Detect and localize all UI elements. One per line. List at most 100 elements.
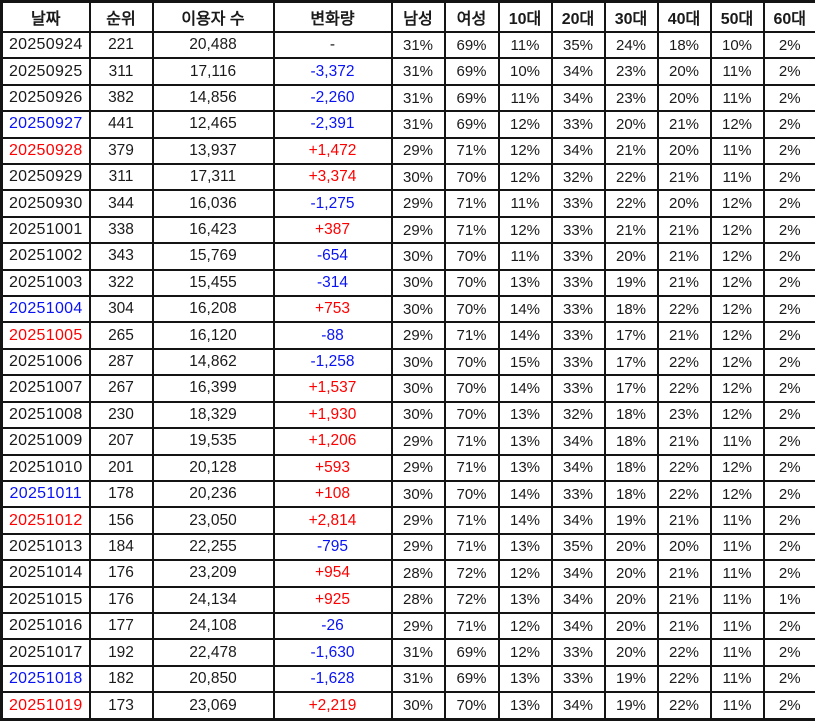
cell-age30: 20% [603, 110, 659, 139]
cell-female: 69% [443, 30, 500, 60]
cell-age40: 21% [656, 506, 712, 535]
cell-age10: 14% [497, 321, 553, 350]
cell-female: 72% [443, 559, 500, 588]
cell-male: 29% [390, 189, 446, 218]
cell-change: +954 [272, 559, 393, 588]
cell-age60: 2% [762, 321, 815, 350]
cell-users: 16,399 [151, 374, 275, 403]
cell-date: 20251008 [0, 400, 91, 430]
cell-age20: 33% [550, 295, 606, 324]
cell-age10: 13% [497, 691, 553, 721]
cell-change: +753 [272, 295, 393, 324]
cell-age60: 2% [762, 611, 815, 641]
cell-users: 18,329 [151, 400, 275, 430]
cell-age20: 34% [550, 57, 606, 86]
table-row: 20250926 382 14,856 -2,260 31% 69% 11% 34% 23% 20… [0, 83, 815, 113]
cell-male: 30% [390, 295, 446, 324]
cell-users: 20,236 [151, 479, 275, 509]
cell-rank: 178 [88, 479, 154, 509]
cell-male: 30% [390, 479, 446, 509]
cell-users: 14,862 [151, 347, 275, 377]
cell-age30: 20% [603, 242, 659, 271]
cell-age30: 17% [603, 321, 659, 350]
cell-age20: 34% [550, 453, 606, 482]
cell-age60: 2% [762, 638, 815, 667]
cell-age30: 18% [603, 400, 659, 430]
cell-age20: 34% [550, 83, 606, 113]
cell-change: -1,628 [272, 664, 393, 694]
cell-age50: 12% [709, 110, 765, 139]
cell-date: 20251017 [0, 638, 91, 667]
cell-date: 20251010 [0, 453, 91, 482]
cell-users: 15,455 [151, 268, 275, 298]
cell-age40: 22% [656, 691, 712, 721]
cell-date: 20250925 [0, 57, 91, 86]
table-row: 20251011 178 20,236 +108 30% 70% 14% 33% 18% 22% 1… [0, 479, 815, 509]
column-header-age30: 30대 [603, 0, 659, 33]
cell-male: 30% [390, 268, 446, 298]
cell-age30: 22% [603, 189, 659, 218]
cell-age10: 13% [497, 427, 553, 456]
cell-age10: 12% [497, 110, 553, 139]
cell-age40: 22% [656, 347, 712, 377]
cell-male: 30% [390, 374, 446, 403]
cell-age50: 12% [709, 453, 765, 482]
cell-age30: 18% [603, 295, 659, 324]
cell-female: 69% [443, 83, 500, 113]
cell-change: +1,930 [272, 400, 393, 430]
cell-change: +3,374 [272, 163, 393, 192]
cell-users: 16,036 [151, 189, 275, 218]
cell-rank: 176 [88, 585, 154, 614]
cell-rank: 304 [88, 295, 154, 324]
cell-age20: 34% [550, 691, 606, 721]
table-row: 20251001 338 16,423 +387 29% 71% 12% 33% 21% 21% 1… [0, 215, 815, 245]
cell-age40: 21% [656, 559, 712, 588]
table-header: 날짜 순위 이용자 수 변화량 남성 여성 10대 20대 30대 40대 50… [0, 0, 815, 33]
cell-age30: 21% [603, 215, 659, 245]
cell-users: 20,128 [151, 453, 275, 482]
cell-users: 19,535 [151, 427, 275, 456]
cell-users: 12,465 [151, 110, 275, 139]
cell-age50: 11% [709, 664, 765, 694]
cell-age10: 12% [497, 136, 553, 166]
cell-age60: 2% [762, 57, 815, 86]
table-row: 20251010 201 20,128 +593 29% 71% 13% 34% 18% 22% 1… [0, 453, 815, 482]
cell-age40: 18% [656, 30, 712, 60]
table-row: 20251019 173 23,069 +2,219 30% 70% 13% 34% 19% 22… [0, 691, 815, 721]
cell-male: 31% [390, 30, 446, 60]
cell-date: 20251012 [0, 506, 91, 535]
cell-rank: 184 [88, 532, 154, 562]
cell-age60: 2% [762, 664, 815, 694]
cell-change: -2,391 [272, 110, 393, 139]
table-row: 20251006 287 14,862 -1,258 30% 70% 15% 33% 17% 22… [0, 347, 815, 377]
table-body: 20250924 221 20,488-31% 69% 11% 35% 24% 18% 10% 2… [0, 30, 815, 721]
cell-age20: 33% [550, 189, 606, 218]
cell-age40: 22% [656, 664, 712, 694]
cell-rank: 201 [88, 453, 154, 482]
cell-age30: 19% [603, 664, 659, 694]
cell-date: 20251016 [0, 611, 91, 641]
cell-male: 30% [390, 163, 446, 192]
cell-change: +1,537 [272, 374, 393, 403]
cell-rank: 343 [88, 242, 154, 271]
cell-age20: 33% [550, 242, 606, 271]
cell-date: 20250926 [0, 83, 91, 113]
cell-age60: 2% [762, 374, 815, 403]
cell-age20: 34% [550, 611, 606, 641]
cell-age20: 33% [550, 638, 606, 667]
table-row: 20250927 441 12,465 -2,391 31% 69% 12% 33% 20% 21… [0, 110, 815, 139]
cell-rank: 207 [88, 427, 154, 456]
cell-age40: 21% [656, 611, 712, 641]
cell-age50: 11% [709, 136, 765, 166]
cell-age50: 11% [709, 585, 765, 614]
cell-change: - [272, 30, 393, 60]
cell-age40: 20% [656, 189, 712, 218]
cell-age20: 33% [550, 479, 606, 509]
cell-date: 20251013 [0, 532, 91, 562]
cell-age50: 11% [709, 83, 765, 113]
cell-age10: 13% [497, 400, 553, 430]
cell-age30: 17% [603, 347, 659, 377]
cell-female: 69% [443, 664, 500, 694]
cell-female: 71% [443, 506, 500, 535]
table-row: 20250925 311 17,116 -3,372 31% 69% 10% 34% 23% 20… [0, 57, 815, 86]
